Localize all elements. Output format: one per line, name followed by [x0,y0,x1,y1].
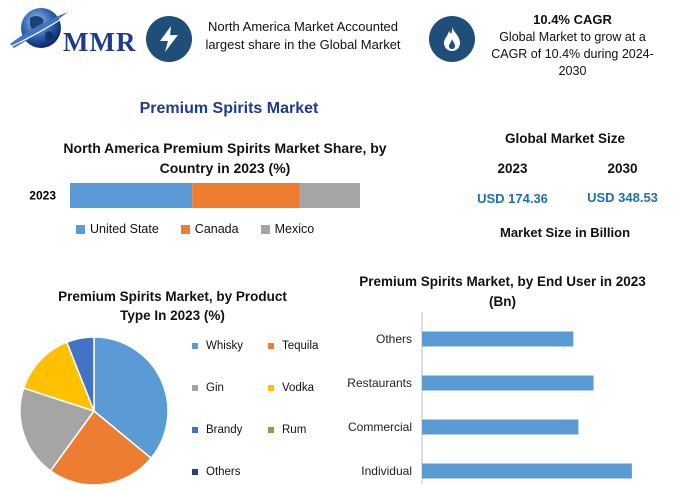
legend-swatch [192,343,198,349]
globe-icon [10,8,68,48]
legend-swatch [180,224,190,234]
country-stacked-chart: 2023 [29,183,360,208]
legend-label: Brandy [206,424,243,436]
pie-legend-item: Brandy [192,424,242,436]
bar-individual [422,463,632,479]
legend-label: Others [206,466,241,478]
pie-legend: Whisky Tequila Gin Vodka Brandy Rum Others [192,340,342,482]
header-right-text: Global Market to grow at a CAGR of 10.4%… [491,30,654,78]
legend-swatch [192,427,198,433]
year-2030: 2030 [607,161,638,176]
enduser-bar-chart: Others Restaurants Commercial Individual [347,312,632,484]
pie-slice-whisky [93,336,169,460]
value-2023: USD 174.36 [477,191,548,206]
bar-label: Others [376,332,412,346]
pie-legend-item: Others [192,466,241,478]
value-2030: USD 348.53 [587,190,658,205]
legend-label: Tequila [282,340,319,352]
legend-swatch [260,224,270,234]
logo-text: MMR [63,27,137,57]
legend-label: Whisky [206,340,244,352]
country-chart-title: North America Premium Spirits Market Sha… [63,140,387,176]
bar-label: Restaurants [347,376,412,390]
legend-label: Vodka [282,382,314,394]
stack-segment-2 [299,183,360,208]
bar-commercial [422,419,579,435]
product-pie-chart [19,336,169,486]
stack-segment-0 [70,183,193,208]
bar-label: Commercial [348,420,412,434]
bar-others [422,331,574,347]
stack-segment-1 [192,183,300,208]
pie-legend-item: Vodka [268,382,314,394]
legend-label: Gin [206,382,224,394]
legend-label: Rum [282,424,307,436]
legend-swatch [192,385,198,391]
pie-slice-vodka [22,341,96,413]
pie-legend-item: Gin [192,382,224,394]
product-chart-title: Premium Spirits Market, by Product Type … [58,289,287,323]
bar-restaurants [422,375,594,391]
market-size-footer: Market Size in Billion [499,225,631,240]
legend-label: United State [90,222,159,236]
page-title: Premium Spirits Market [139,100,319,117]
legend-label: Canada [194,222,239,236]
bar-label: Individual [361,464,412,478]
pie-legend-item: Rum [268,424,306,436]
legend-swatch [268,427,274,433]
enduser-chart-title: Premium Spirits Market, by End User in 2… [359,274,646,309]
pie-slice-gin [19,387,96,472]
pie-legend-item: Tequila [268,340,318,352]
category-label: 2023 [29,189,56,203]
legend-swatch [192,469,198,475]
legend-swatch [268,385,274,391]
legend-item: Canada [180,222,239,236]
header-left-text: North America Market Accounted largest s… [205,19,401,52]
cagr-title: 10.4% CAGR [533,12,612,27]
pie-slice-tequila [49,409,153,486]
country-legend: United State Canada Mexico [76,222,314,236]
legend-swatch [76,224,85,234]
logo: MMR [8,4,135,57]
legend-swatch [268,343,274,349]
legend-item: Mexico [260,222,315,236]
pie-slice-brandy [65,336,95,412]
lightning-icon [146,16,192,62]
flame-icon [429,16,475,62]
legend-label: Mexico [274,222,315,236]
pie-legend-item: Whisky [192,340,243,352]
market-size-title: Global Market Size [504,131,626,146]
year-2023: 2023 [497,161,528,176]
legend-item: United State [76,222,159,236]
